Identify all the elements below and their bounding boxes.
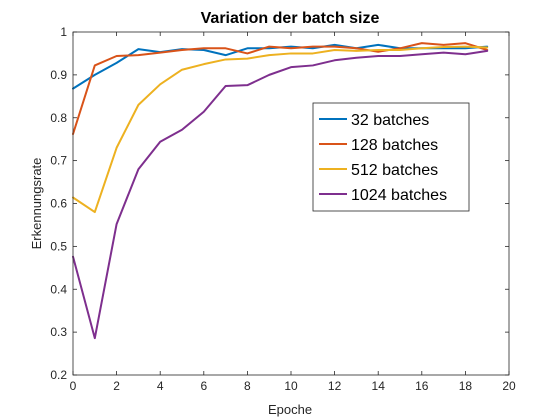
legend: 32 batches 128 batches 512 batches 1024 bat…: [312, 102, 470, 212]
x-tick-label: 2: [113, 379, 120, 393]
x-tick-label: 0: [70, 379, 77, 393]
y-tick-label: 0.4: [50, 282, 67, 296]
x-tick-label: 4: [157, 379, 164, 393]
y-tick-label: 0.9: [50, 68, 67, 82]
y-tick-label: 0.5: [50, 239, 67, 253]
y-tick-label: 1: [60, 25, 67, 39]
x-tick-label: 8: [244, 379, 251, 393]
legend-label-3: 1024 batches: [351, 187, 447, 204]
y-tick-label: 0.2: [50, 368, 67, 382]
x-axis-label: Epoche: [268, 402, 312, 417]
chart-title: Variation der batch size: [201, 10, 380, 27]
x-tick-label: 12: [328, 379, 342, 393]
y-axis-label: Erkennungsrate: [29, 158, 44, 250]
series-layer: [72, 42, 489, 340]
y-tick-label: 0.7: [50, 154, 67, 168]
series-line-2: [72, 45, 489, 214]
legend-label-0: 32 batches: [351, 112, 429, 129]
series-line-1: [72, 42, 489, 136]
legend-label-2: 512 batches: [351, 162, 438, 179]
x-tick-label: 18: [459, 379, 473, 393]
x-tick-label: 14: [372, 379, 386, 393]
x-tick-label: 20: [502, 379, 516, 393]
x-tick-label: 10: [284, 379, 298, 393]
y-tick-label: 0.3: [50, 325, 67, 339]
legend-label-1: 128 batches: [351, 137, 438, 154]
y-tick-label: 0.6: [50, 197, 67, 211]
x-tick-label: 16: [415, 379, 429, 393]
y-tick-label: 0.8: [50, 111, 67, 125]
tick-layer: 0 2 4 6 8 10 12 14 16 18 20 0.2 0.3 0.4 0.5 0.6 0.7 0.8 0.…: [50, 25, 516, 393]
series-line-3: [72, 49, 489, 340]
x-tick-label: 6: [200, 379, 207, 393]
